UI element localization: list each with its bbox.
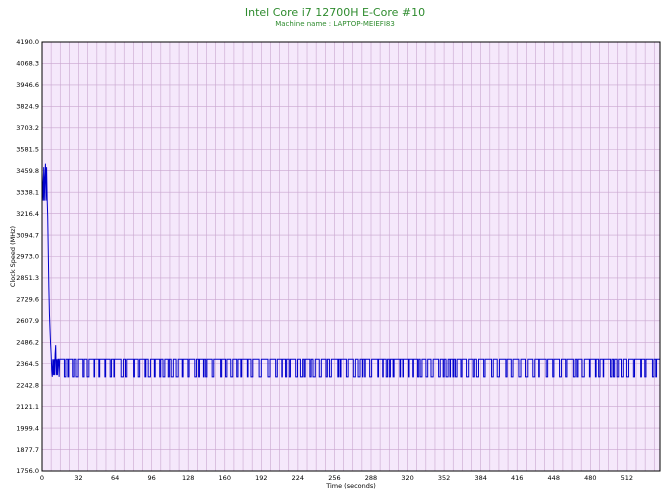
x-tick-label: 128 <box>182 474 194 482</box>
y-tick-label: 3946.6 <box>16 81 39 89</box>
x-tick-label: 512 <box>621 474 633 482</box>
y-tick-label: 2242.8 <box>16 381 39 389</box>
y-tick-label: 2851.3 <box>16 274 39 282</box>
y-tick-label: 3703.2 <box>16 124 39 132</box>
x-tick-label: 448 <box>548 474 560 482</box>
x-tick-label: 320 <box>401 474 413 482</box>
x-tick-label: 416 <box>511 474 523 482</box>
y-tick-label: 2486.2 <box>16 339 39 347</box>
x-tick-label: 160 <box>219 474 231 482</box>
plot-border <box>41 41 661 472</box>
chart-subtitle: Machine name : LAPTOP-MEIEFI83 <box>275 20 395 28</box>
x-tick-label: 32 <box>74 474 82 482</box>
y-tick-label: 2973.0 <box>16 253 39 261</box>
x-tick-label: 288 <box>365 474 377 482</box>
y-tick-label: 2607.9 <box>16 317 39 325</box>
y-tick-labels: 1756.0 1877.7 1999.4 2121.1 2242.8 2364.5 2486… <box>16 38 39 475</box>
y-tick-label: 3216.4 <box>16 210 39 218</box>
y-axis-label: Clock Speed (MHz) <box>9 226 17 287</box>
x-tick-label: 480 <box>584 474 596 482</box>
x-tick-label: 192 <box>255 474 267 482</box>
gridlines <box>42 41 660 472</box>
series-line <box>41 163 660 378</box>
x-tick-label: 224 <box>292 474 304 482</box>
y-tick-label: 3824.9 <box>16 103 39 111</box>
y-tick-label: 3338.1 <box>16 188 39 196</box>
y-tick-label: 1756.0 <box>16 467 39 475</box>
y-tick-label: 1999.4 <box>16 424 39 432</box>
x-tick-labels: 0 32 64 96 128 160 192 224 256 288 320 352 384 416 448… <box>40 474 633 482</box>
chart-title: Intel Core i7 12700H E-Core #10 <box>244 6 426 19</box>
x-tick-label: 256 <box>328 474 340 482</box>
y-tick-label: 4190.0 <box>16 38 39 46</box>
y-tick-label: 3459.8 <box>16 167 39 175</box>
y-tick-label: 3094.7 <box>16 231 39 239</box>
y-tick-label: 4068.3 <box>16 60 39 68</box>
x-axis-label: Time (seconds) <box>325 482 376 490</box>
y-tick-label: 2121.1 <box>16 403 39 411</box>
y-tick-label: 2364.5 <box>16 360 39 368</box>
x-tick-label: 64 <box>111 474 119 482</box>
x-tick-label: 352 <box>438 474 450 482</box>
y-tick-label: 1877.7 <box>16 446 39 454</box>
y-tick-label: 2729.6 <box>16 296 39 304</box>
x-tick-label: 96 <box>148 474 156 482</box>
y-tick-label: 3581.5 <box>16 145 39 153</box>
x-tick-label: 0 <box>40 474 44 482</box>
x-tick-label: 384 <box>474 474 486 482</box>
